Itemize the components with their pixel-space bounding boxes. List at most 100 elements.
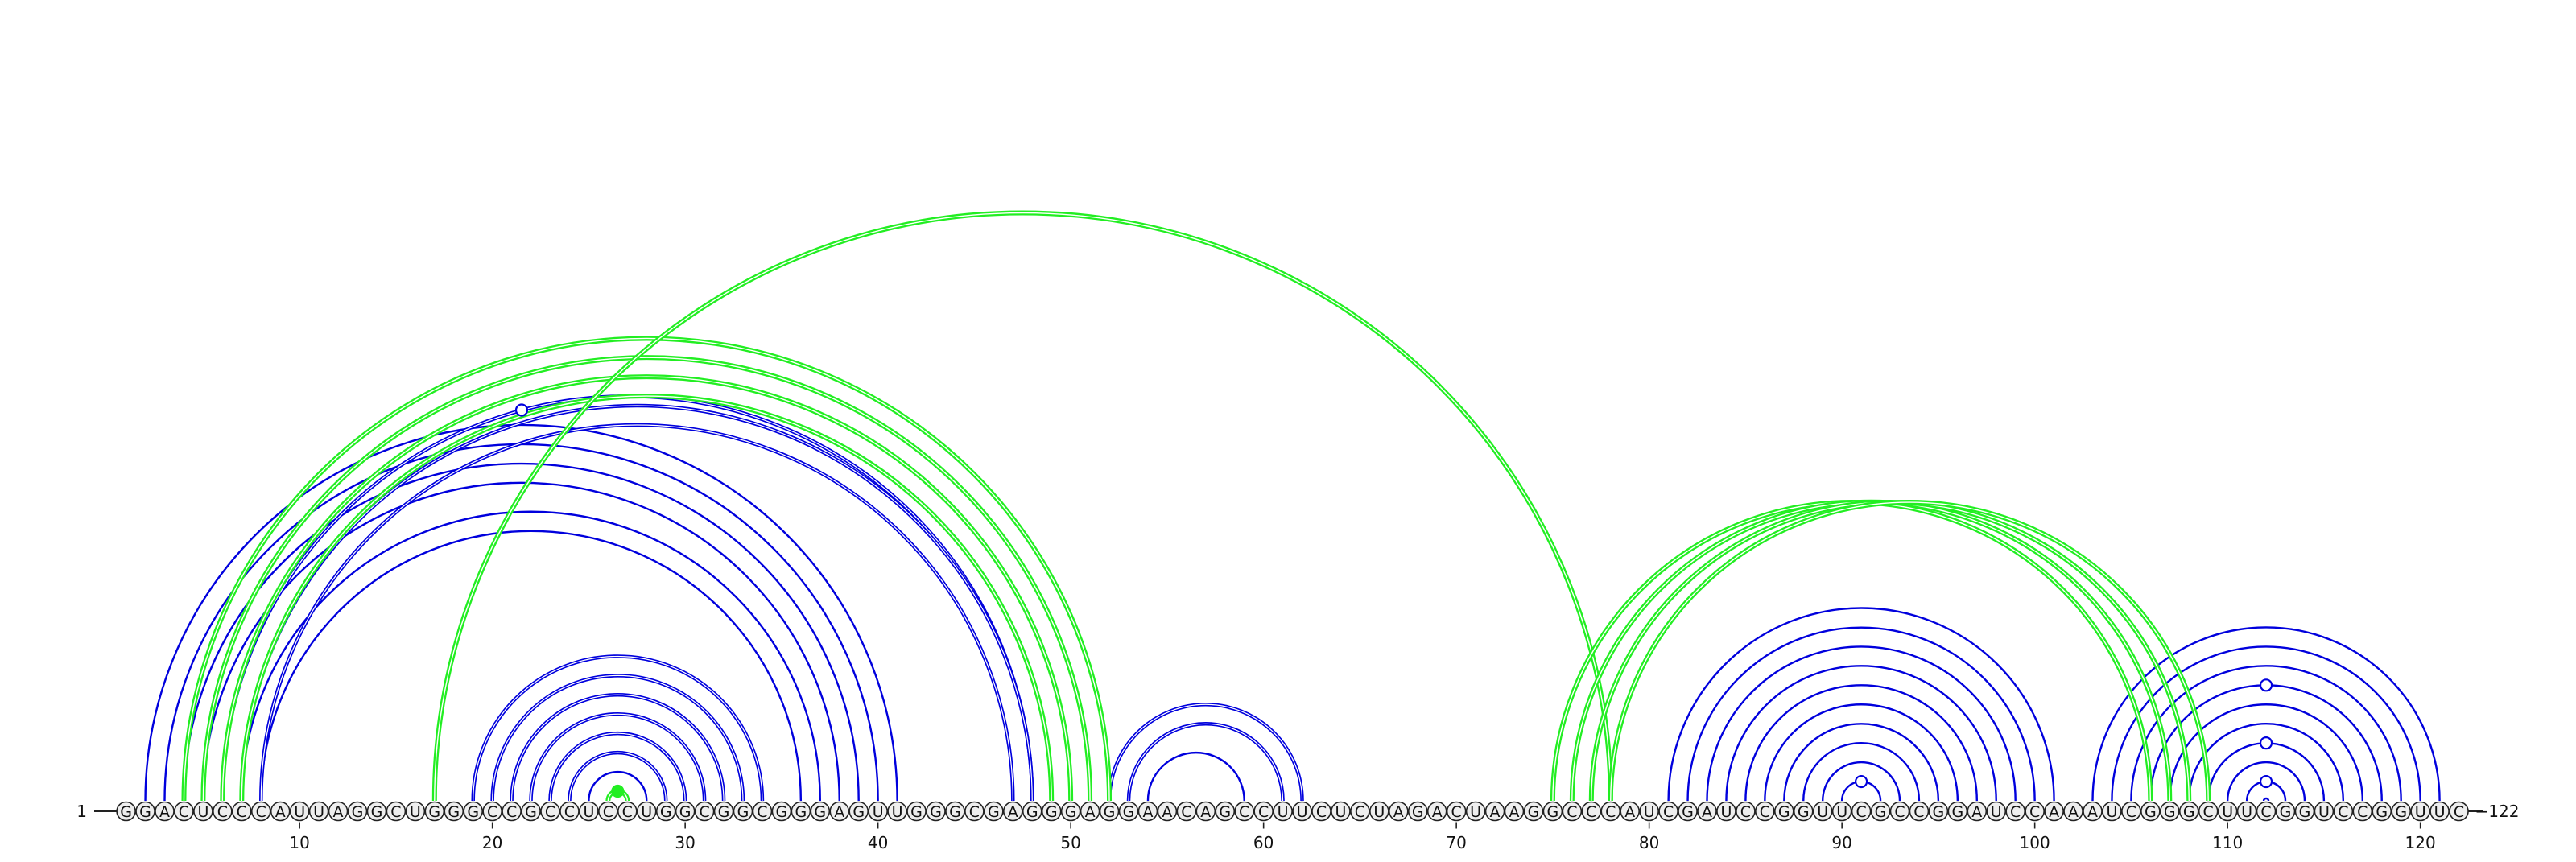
nucleotide-96: G <box>1947 801 1968 822</box>
nucleotide-circle <box>926 801 946 822</box>
nucleotide-circle <box>1311 801 1331 822</box>
nucleotide-81: C <box>1658 801 1678 822</box>
nucleotide-122: C <box>2449 801 2469 822</box>
nucleotide-118: G <box>2372 801 2392 822</box>
blue-arc-5-38 <box>202 481 840 802</box>
nucleotide-letter: G <box>1933 803 1945 821</box>
nucleotide-letter: U <box>873 803 884 821</box>
nucleotide-74: G <box>1523 801 1544 822</box>
tick-label-120: 120 <box>2405 833 2436 852</box>
nucleotide-letter: A <box>1971 803 1982 821</box>
blue-arc-4-39 <box>183 462 860 802</box>
nucleotide-77: C <box>1581 801 1602 822</box>
blue-arc-8-47 <box>259 423 1015 802</box>
arc-marker-3 <box>2259 678 2273 692</box>
nucleotide-43: G <box>926 801 946 822</box>
nucleotide-circle <box>116 801 136 822</box>
nucleotide-letter: C <box>506 803 517 821</box>
nucleotide-letter: C <box>256 803 266 821</box>
nucleotide-circle <box>1658 801 1678 822</box>
nucleotide-circle <box>1542 801 1563 822</box>
nucleotide-letter: G <box>1528 803 1540 821</box>
green-arc-gap-17-78 <box>434 212 1612 802</box>
arc-markers-layer <box>514 403 2273 798</box>
nucleotide-57: A <box>1195 801 1216 822</box>
nucleotide-letter: C <box>1258 803 1269 821</box>
position-ticks: 10 20 30 40 50 60 70 80 90 100 110 120 <box>289 822 2436 852</box>
nucleotide-letter: G <box>2280 803 2292 821</box>
nucleotide-101: A <box>2044 801 2064 822</box>
nucleotide-29: G <box>655 801 676 822</box>
nucleotide-53: G <box>1118 801 1139 822</box>
nucleotide-83: A <box>1697 801 1717 822</box>
nucleotide-circle <box>2083 801 2103 822</box>
nucleotide-letter: U <box>2318 803 2330 821</box>
nucleotide-letter: G <box>371 803 383 821</box>
nucleotide-circle <box>1851 801 1872 822</box>
nucleotide-circle <box>2063 801 2083 822</box>
blue-arc-107-117 <box>2169 703 2363 802</box>
nucleotide-letter: G <box>467 803 479 821</box>
nucleotide-circle <box>1465 801 1486 822</box>
nucleotide-38: A <box>829 801 850 822</box>
nucleotide-circle <box>848 801 869 822</box>
nucleotide-circle <box>424 801 445 822</box>
nucleotide-letter: U <box>197 803 208 821</box>
nucleotide-circle <box>1736 801 1756 822</box>
nucleotide-letter: A <box>834 803 844 821</box>
nucleotide-circle <box>2102 801 2122 822</box>
nucleotide-107: G <box>2160 801 2180 822</box>
nucleotide-32: G <box>713 801 734 822</box>
blue-arc-gap-19-34 <box>473 655 763 802</box>
nucleotide-49: G <box>1041 801 1062 822</box>
nucleotide-letter: C <box>1451 803 1462 821</box>
blue-arc-gap-6-48 <box>221 395 1033 802</box>
nucleotide-letter: A <box>1624 803 1635 821</box>
blue-arc-gap-24-29 <box>568 752 667 802</box>
nucleotide-23: C <box>540 801 560 822</box>
nucleotide-letter: C <box>1605 803 1616 821</box>
nucleotide-5: U <box>193 801 213 822</box>
nucleotide-letter: C <box>1239 803 1249 821</box>
blue-arc-110-114 <box>2226 761 2306 802</box>
nucleotide-letter: G <box>139 803 151 821</box>
nucleotide-letter: G <box>120 803 132 821</box>
nucleotide-86: C <box>1755 801 1775 822</box>
nucleotide-circle <box>174 801 194 822</box>
nucleotide-letter: A <box>2087 803 2098 821</box>
nucleotide-24: C <box>559 801 580 822</box>
nucleotide-letter: G <box>1798 803 1810 821</box>
nucleotide-41: U <box>887 801 907 822</box>
nucleotide-59: C <box>1234 801 1254 822</box>
nucleotide-letter: U <box>1335 803 1346 821</box>
nucleotide-circle <box>1600 801 1621 822</box>
nucleotide-circle <box>559 801 580 822</box>
nucleotide-42: G <box>906 801 927 822</box>
arc-marker-4 <box>2259 736 2273 750</box>
nucleotide-18: G <box>444 801 464 822</box>
nucleotide-52: G <box>1099 801 1120 822</box>
nucleotide-116: C <box>2333 801 2354 822</box>
nucleotide-circle <box>984 801 1004 822</box>
nucleotide-letter: C <box>1760 803 1770 821</box>
blue-arc-2-41 <box>144 423 898 802</box>
nucleotide-circle <box>868 801 888 822</box>
nucleotide-letter: C <box>2010 803 2021 821</box>
nucleotide-letter: G <box>679 803 691 821</box>
nucleotide-circle <box>713 801 734 822</box>
nucleotide-circle <box>540 801 560 822</box>
nucleotide-circle <box>1909 801 1930 822</box>
nucleotide-circle <box>694 801 715 822</box>
nucleotide-circle <box>2217 801 2238 822</box>
nucleotide-3: A <box>155 801 175 822</box>
nucleotide-letter: C <box>622 803 633 821</box>
nucleotide-102: A <box>2063 801 2083 822</box>
nucleotide-circle <box>1639 801 1659 822</box>
nucleotide-circle <box>1022 801 1042 822</box>
nucleotide-letter: U <box>1817 803 1828 821</box>
nucleotide-circle <box>617 801 638 822</box>
blue-arc-25-28 <box>588 770 648 802</box>
nucleotide-12: A <box>328 801 349 822</box>
nucleotide-circle <box>636 801 657 822</box>
